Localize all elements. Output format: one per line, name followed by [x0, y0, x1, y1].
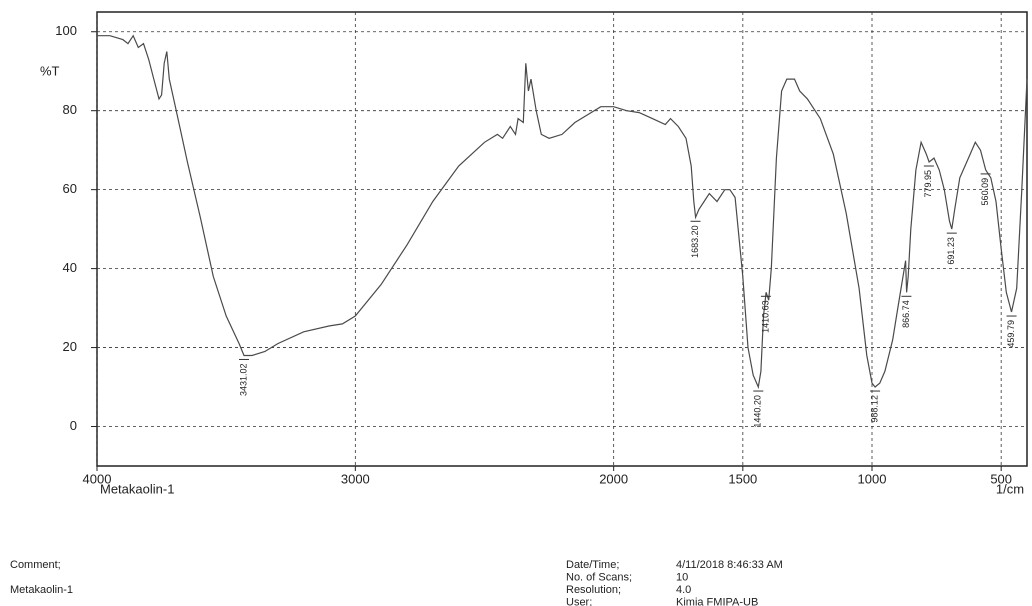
x-axis-label: 1/cm — [996, 481, 1024, 496]
y-axis-label: %T — [40, 63, 60, 78]
info-value: 10 — [676, 571, 688, 583]
x-tick-label: 4000 — [83, 471, 112, 486]
peak-label: 1440.20 — [753, 395, 763, 428]
peak-label: 1683.20 — [690, 225, 700, 258]
comment: Metakaolin-1 — [10, 584, 73, 596]
y-tick-label: 100 — [55, 23, 77, 38]
peak-label: 3431.02 — [238, 363, 248, 396]
peak-label: 779.95 — [923, 170, 933, 198]
info-label: Resolution; — [566, 584, 621, 596]
info-label: User; — [566, 596, 592, 606]
peak-label: 560.09 — [980, 178, 990, 206]
peak-label: 1410.63 — [760, 300, 770, 333]
x-tick-label: 3000 — [341, 471, 370, 486]
plot-frame — [96, 11, 1028, 467]
y-tick-label: 20 — [63, 339, 77, 354]
y-tick-label: 40 — [63, 260, 77, 275]
peak-label: 459.79 — [1006, 320, 1016, 348]
info-label: No. of Scans; — [566, 571, 632, 583]
x-tick-label: 1500 — [728, 471, 757, 486]
peak-label: 866.74 — [901, 300, 911, 328]
info-value: Kimia FMIPA-UB — [676, 596, 758, 606]
info-label: Date/Time; — [566, 559, 619, 571]
spectrum-line — [97, 34, 1028, 390]
comment-label: Comment; — [10, 559, 61, 571]
peak-label: 691.23 — [946, 237, 956, 265]
x-tick-label: 2000 — [599, 471, 628, 486]
y-tick-label: 0 — [70, 418, 77, 433]
sample-label: Metakaolin-1 — [100, 481, 174, 496]
peak-label: 988.12 — [869, 395, 879, 423]
y-tick-label: 80 — [63, 102, 77, 117]
x-tick-label: 500 — [990, 471, 1012, 486]
x-tick-label: 1000 — [858, 471, 887, 486]
info-value: 4/11/2018 8:46:33 AM — [676, 559, 783, 571]
info-value: 4.0 — [676, 584, 691, 596]
y-tick-label: 60 — [63, 181, 77, 196]
